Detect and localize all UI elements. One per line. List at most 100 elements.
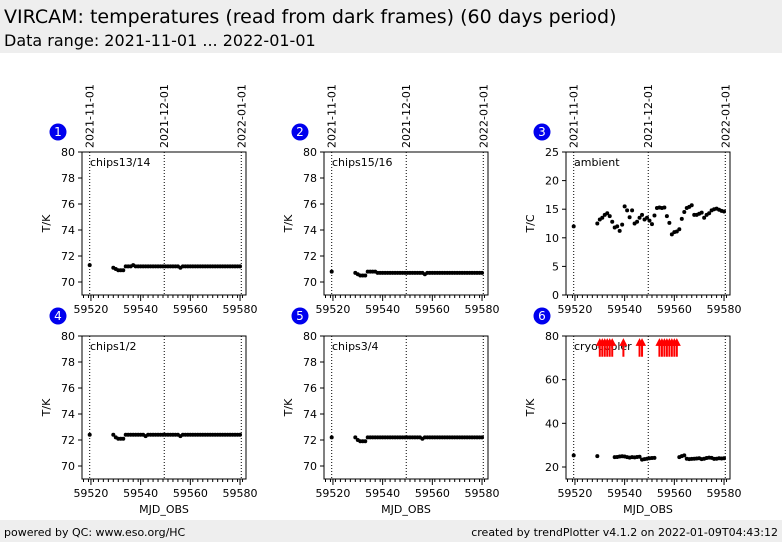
data-point [353, 435, 358, 440]
data-point [615, 224, 620, 229]
data-point [702, 215, 707, 220]
panel-number: 6 [538, 309, 546, 323]
data-point [679, 216, 684, 221]
x-tick-label: 59580 [707, 303, 742, 316]
data-point [640, 212, 645, 217]
data-point [722, 456, 727, 461]
y-axis-label: T/K [282, 398, 295, 417]
panel-label: chips3/4 [332, 340, 379, 353]
x-tick-label: 59580 [465, 303, 500, 316]
data-point [722, 209, 727, 214]
y-tick-label: 10 [545, 232, 559, 245]
y-axis-label: T/K [282, 214, 295, 233]
x-tick-label: 59540 [607, 303, 642, 316]
data-point [664, 214, 669, 219]
data-point [595, 454, 600, 459]
panel-6: 659520595405956059580MJD_OBS20406080T/Kc… [524, 307, 742, 516]
y-tick-label: 78 [61, 172, 75, 185]
data-point [610, 219, 615, 224]
y-tick-label: 72 [303, 250, 317, 263]
y-tick-label: 78 [303, 172, 317, 185]
x-tick-label: 59560 [415, 487, 450, 500]
data-point [121, 436, 126, 441]
data-point [689, 203, 694, 208]
data-point [677, 227, 682, 232]
footer-created-by: created by trendPlotter v4.1.2 on 2022-0… [471, 526, 778, 539]
y-tick-label: 74 [61, 408, 75, 421]
x-tick-label: 59520 [73, 487, 108, 500]
data-point [607, 214, 612, 219]
outlier-arrowhead [608, 338, 617, 346]
data-point [637, 454, 642, 459]
data-point [620, 222, 625, 227]
data-point [480, 270, 485, 275]
y-tick-label: 78 [61, 356, 75, 369]
data-point [625, 208, 630, 213]
data-point [238, 432, 243, 437]
y-tick-label: 70 [61, 276, 75, 289]
data-point [571, 453, 576, 458]
date-tick-label: 2021-12-01 [400, 84, 413, 148]
panel-4: 4 59520 59540 59560 59580 MJD_OBS 70 72 74 76 78 80… [40, 307, 258, 516]
data-point [571, 224, 576, 229]
data-point [87, 432, 92, 437]
date-tick-label: 2022-01-01 [477, 84, 490, 148]
x-tick-label: 59520 [557, 303, 592, 316]
data-point [649, 222, 654, 227]
y-tick-label: 40 [545, 417, 559, 430]
x-tick-label: 59580 [223, 487, 258, 500]
footer: powered by QC: www.eso.org/HC created by… [0, 520, 782, 542]
x-tick-label: 59540 [365, 487, 400, 500]
header: VIRCAM: temperatures (read from dark fra… [0, 0, 782, 53]
y-tick-label: 25 [545, 146, 559, 159]
page-title: VIRCAM: temperatures (read from dark fra… [4, 6, 617, 28]
outlier-arrowhead [619, 338, 628, 346]
data-point [645, 215, 650, 220]
footer-powered-by[interactable]: powered by QC: www.eso.org/HC [4, 526, 186, 539]
date-tick-label: 2021-11-01 [84, 84, 97, 148]
y-tick-label: 76 [61, 382, 75, 395]
data-point [622, 204, 627, 209]
x-tick-label: 59560 [415, 303, 450, 316]
y-tick-label: 80 [545, 330, 559, 343]
data-point [627, 215, 632, 220]
y-tick-label: 5 [552, 260, 559, 273]
data-point [635, 219, 640, 224]
date-tick-label: 2022-01-01 [719, 84, 732, 148]
data-point [329, 269, 334, 274]
data-point [652, 455, 657, 460]
y-tick-label: 70 [61, 460, 75, 473]
y-tick-label: 74 [303, 408, 317, 421]
y-tick-label: 80 [303, 330, 317, 343]
y-axis-label: T/K [40, 398, 53, 417]
x-tick-label: 59540 [365, 303, 400, 316]
y-tick-label: 78 [303, 356, 317, 369]
y-tick-label: 72 [303, 434, 317, 447]
x-axis-label: MJD_OBS [381, 503, 431, 516]
date-tick-label: 2022-01-01 [235, 84, 248, 148]
y-tick-label: 76 [61, 198, 75, 211]
data-point [480, 435, 485, 440]
data-point [637, 215, 642, 220]
x-tick-label: 59520 [73, 303, 108, 316]
panel-5: 5 59520 59540 59560 59580 MJD_OBS 70 72 74 76 78 80… [282, 307, 500, 516]
data-point [699, 210, 704, 215]
x-tick-label: 59560 [173, 487, 208, 500]
y-tick-label: 80 [61, 330, 75, 343]
y-axis-label: T/C [524, 214, 537, 233]
panel-number-badge [291, 307, 309, 325]
data-point [605, 211, 610, 216]
data-point [682, 210, 687, 215]
y-tick-label: 80 [61, 146, 75, 159]
panel-number: 5 [296, 309, 304, 323]
data-point [647, 218, 652, 223]
panel-3: 3 2021-11-01 2021-12-01 2022-01-01 59520 5954… [524, 84, 742, 316]
x-tick-label: 59540 [123, 487, 158, 500]
y-tick-label: 0 [552, 289, 559, 302]
y-tick-label: 74 [303, 224, 317, 237]
data-point [363, 439, 368, 444]
y-tick-label: 20 [545, 461, 559, 474]
y-tick-label: 76 [303, 382, 317, 395]
outlier-arrowhead [672, 338, 681, 346]
